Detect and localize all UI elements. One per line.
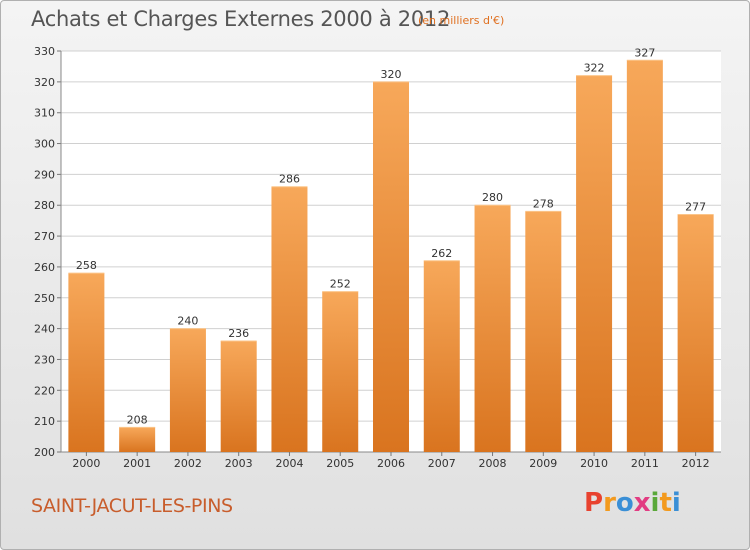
logo-letter: o [615, 488, 634, 518]
value-label: 236 [228, 327, 249, 340]
bar [322, 291, 359, 452]
logo-letter: i [650, 488, 660, 518]
bar [119, 427, 156, 452]
bar [474, 205, 511, 452]
y-tick-label: 220 [34, 384, 55, 397]
y-tick-label: 250 [34, 292, 55, 305]
bar [677, 214, 714, 452]
y-tick-label: 230 [34, 353, 55, 366]
y-tick-label: 280 [34, 199, 55, 212]
x-tick-label: 2009 [529, 457, 557, 470]
bar [271, 186, 308, 452]
value-label: 208 [127, 413, 148, 426]
x-tick-label: 2000 [72, 457, 100, 470]
bar [525, 211, 562, 452]
value-label: 277 [685, 200, 706, 213]
y-tick-label: 210 [34, 415, 55, 428]
x-tick-label: 2007 [428, 457, 456, 470]
y-tick-label: 330 [34, 45, 55, 58]
value-label: 258 [76, 259, 97, 272]
value-label: 240 [177, 315, 198, 328]
logo-letter: x [633, 488, 651, 518]
x-tick-label: 2004 [275, 457, 303, 470]
value-label: 322 [584, 62, 605, 75]
y-tick-label: 290 [34, 168, 55, 181]
value-label: 327 [634, 46, 655, 59]
value-label: 278 [533, 197, 554, 210]
value-label: 286 [279, 173, 300, 186]
value-label: 262 [431, 247, 452, 260]
y-tick-label: 240 [34, 323, 55, 336]
x-tick-label: 2002 [174, 457, 202, 470]
bar [626, 60, 663, 452]
chart-unit: (en milliers d'€) [418, 14, 505, 27]
bar [169, 328, 206, 452]
y-tick-label: 200 [34, 446, 55, 459]
bar [373, 81, 409, 452]
y-tick-label: 320 [34, 76, 55, 89]
x-tick-label: 2006 [377, 457, 405, 470]
x-tick-label: 2003 [225, 457, 253, 470]
x-tick-label: 2005 [326, 457, 354, 470]
bar [576, 75, 613, 452]
proxiti-logo: Proxiti [584, 488, 681, 518]
logo-letter: i [671, 488, 681, 518]
logo-letter: t [659, 488, 672, 518]
value-label: 320 [381, 68, 402, 81]
bar [68, 273, 105, 452]
bar [220, 340, 257, 452]
y-tick-label: 270 [34, 230, 55, 243]
value-label: 252 [330, 278, 351, 291]
bar [423, 260, 460, 452]
logo-letter: r [603, 488, 616, 518]
chart-title: Achats et Charges Externes 2000 à 2012 [31, 7, 451, 31]
value-label: 280 [482, 191, 503, 204]
x-tick-label: 2011 [631, 457, 659, 470]
x-tick-label: 2012 [682, 457, 710, 470]
x-tick-label: 2008 [479, 457, 507, 470]
y-tick-label: 310 [34, 107, 55, 120]
y-tick-label: 300 [34, 138, 55, 151]
x-tick-label: 2010 [580, 457, 608, 470]
y-tick-label: 260 [34, 261, 55, 274]
x-tick-label: 2001 [123, 457, 151, 470]
place-name: SAINT-JACUT-LES-PINS [31, 495, 233, 517]
logo-letter: P [584, 488, 604, 518]
